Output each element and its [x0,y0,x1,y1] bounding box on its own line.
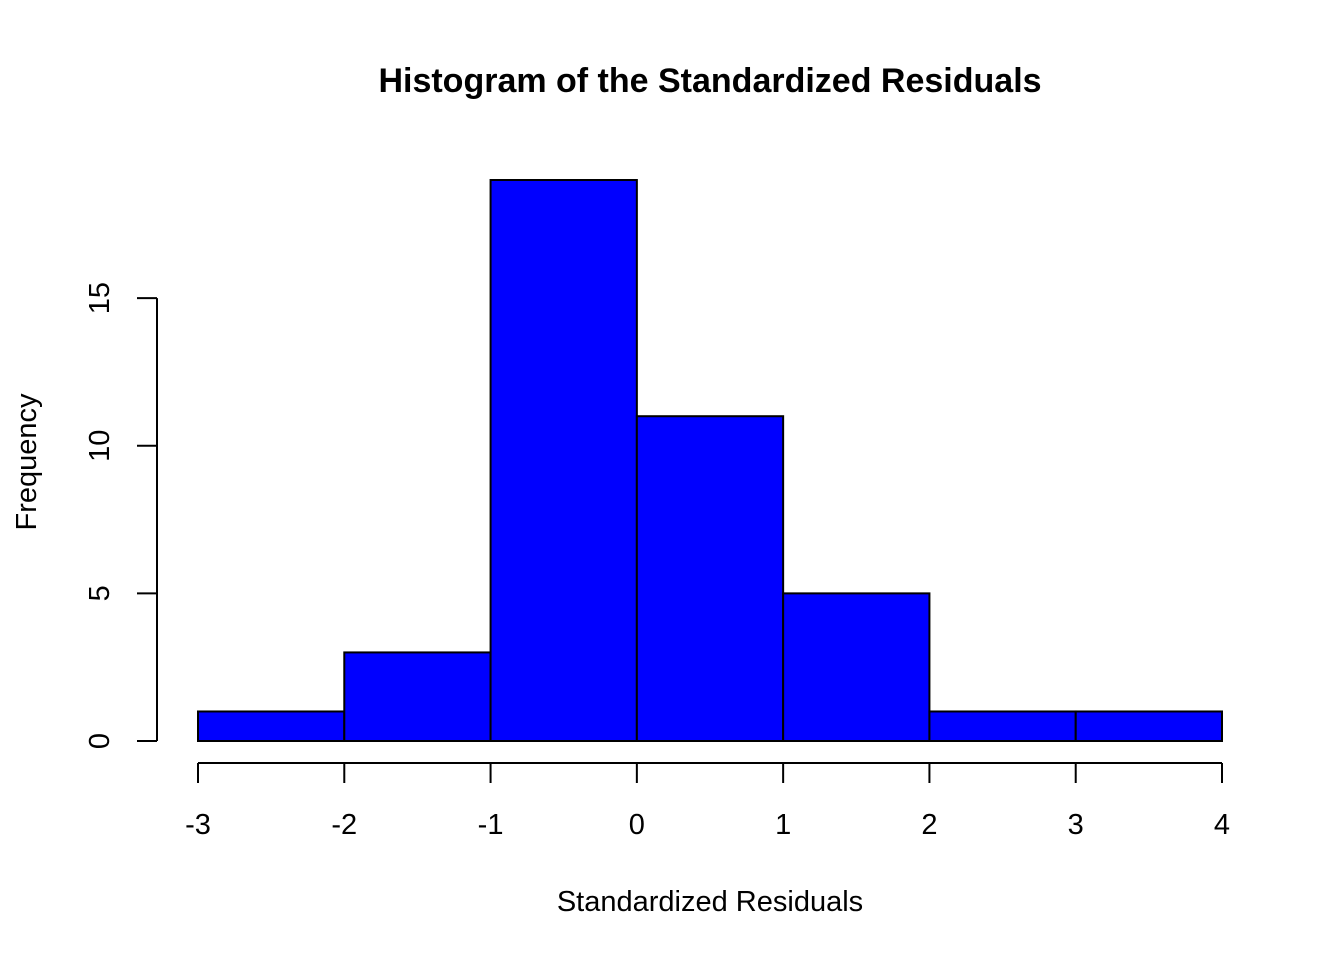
x-tick-label: -3 [185,809,211,841]
histogram-bar [1074,710,1223,743]
y-axis-label: Frequency [11,393,43,531]
y-tick-label: 15 [84,282,116,314]
x-axis-label: Standardized Residuals [557,886,863,918]
x-tick-label: 3 [1068,809,1084,841]
y-tick-label: 0 [84,733,116,749]
histogram-bar [343,651,492,743]
x-tick-label: 0 [629,809,645,841]
x-axis: -3 -2 -1 0 1 2 3 4 [185,762,1230,841]
x-tick-label: 1 [775,809,791,841]
y-tick-label: 5 [84,585,116,601]
histogram-bar [928,710,1077,743]
x-tick-label: 4 [1214,809,1230,841]
y-axis: 0 5 10 15 [84,282,158,749]
x-tick-label: -1 [478,809,504,841]
chart-title: Histogram of the Standardized Residuals [378,62,1041,100]
x-tick-label: 2 [921,809,937,841]
histogram-bars [197,179,1223,743]
y-tick-label: 10 [84,430,116,462]
x-tick-label: -2 [331,809,357,841]
histogram-bar [782,592,931,742]
histogram-bar [489,179,638,742]
histogram-bar [197,710,346,743]
histogram-bar [635,415,785,742]
